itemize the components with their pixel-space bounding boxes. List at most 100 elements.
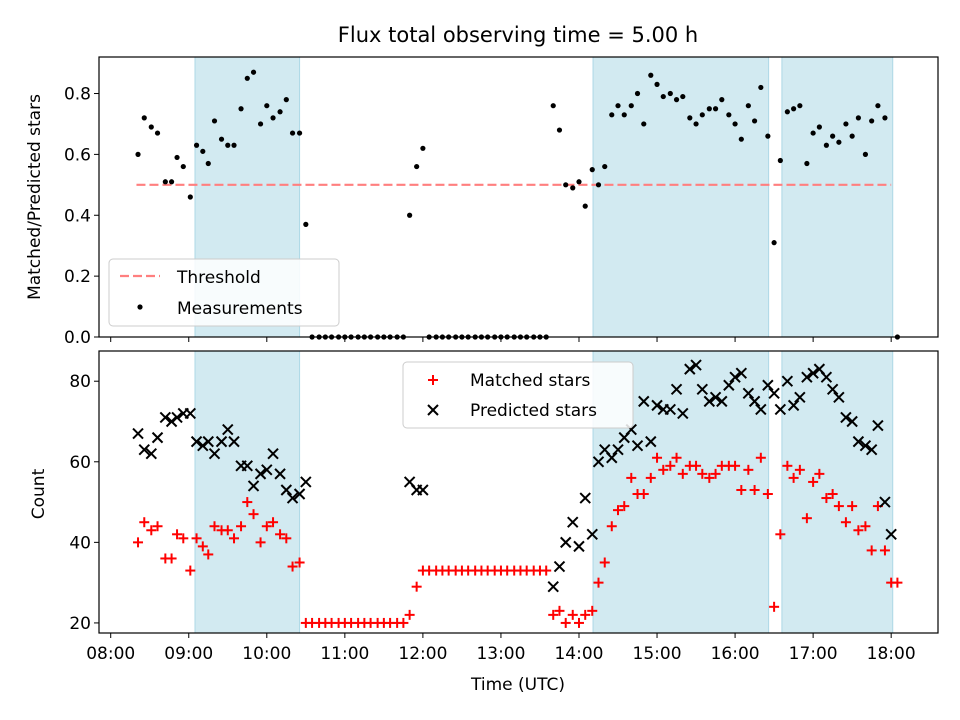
- predicted-star-point: [151, 431, 164, 444]
- predicted-star-point-b: [573, 540, 585, 553]
- predicted-star-point-b: [742, 387, 755, 400]
- matched-star-point: [736, 484, 747, 495]
- x-tick-label: 18:00: [867, 644, 916, 664]
- measurement-point: [264, 103, 270, 109]
- predicted-star-point-b: [794, 391, 806, 404]
- predicted-star-point: [755, 403, 767, 416]
- predicted-star-point-b: [159, 411, 172, 424]
- predicted-star-point: [197, 439, 209, 452]
- predicted-star-point: [703, 395, 716, 408]
- measurement-point: [244, 75, 250, 81]
- measurement-point: [205, 160, 211, 167]
- predicted-star-point: [586, 528, 598, 541]
- predicted-star-point-b: [703, 395, 716, 408]
- predicted-star-point-b: [171, 411, 183, 424]
- predicted-star-point-b: [762, 379, 774, 391]
- predicted-star-point: [670, 383, 683, 395]
- matched-star-point: [606, 521, 617, 532]
- predicted-star-point: [748, 395, 761, 408]
- matched-star-point: [710, 468, 721, 479]
- matched-star-point: [573, 617, 584, 628]
- matched-star-point: [671, 452, 682, 463]
- predicted-star-point: [145, 448, 157, 460]
- predicted-star-point: [852, 435, 865, 448]
- predicted-star-point: [547, 580, 559, 593]
- measurement-point: [550, 103, 556, 109]
- predicted-star-point-b: [151, 431, 164, 444]
- predicted-star-point-b: [631, 439, 644, 452]
- measurement-point: [699, 112, 705, 118]
- predicted-star-point-b: [222, 423, 234, 436]
- measurement-point: [289, 130, 296, 136]
- x-axis-label: Time (UTC): [470, 675, 565, 695]
- matched-star-point: [166, 553, 177, 564]
- measurement-point: [641, 121, 647, 127]
- matched-star-point: [587, 605, 598, 616]
- measurement-point: [602, 163, 608, 170]
- predicted-star-point: [716, 395, 728, 408]
- measurement-point: [836, 139, 842, 145]
- matched-star-point: [191, 533, 202, 544]
- matched-star-point: [580, 609, 591, 620]
- x-tick-label: 11:00: [320, 644, 369, 664]
- matched-star-point: [541, 565, 552, 576]
- measurement-point: [784, 109, 790, 115]
- legend-measurement-label: Measurements: [177, 299, 303, 319]
- matched-star-point: [827, 489, 838, 500]
- legend-threshold-label: Threshold: [176, 268, 261, 288]
- measurement-point: [414, 163, 420, 170]
- measurement-point: [791, 106, 797, 112]
- measurement-point: [843, 121, 849, 127]
- measurement-point: [582, 203, 588, 209]
- predicted-star-point-b: [599, 443, 611, 456]
- predicted-star-point: [735, 367, 748, 379]
- predicted-star-point: [612, 443, 624, 456]
- predicted-star-point-b: [716, 395, 728, 408]
- predicted-star-point-b: [274, 468, 286, 480]
- matched-star-point: [146, 525, 157, 536]
- bottom-plot-frame: [98, 350, 939, 634]
- bottom-span-0: [194, 350, 301, 634]
- measurement-point: [732, 121, 738, 127]
- x-tick-label: 13:00: [476, 644, 525, 664]
- matched-star-point: [197, 541, 208, 552]
- predicted-star-point-b: [547, 580, 559, 593]
- x-tick-label: 14:00: [554, 644, 603, 664]
- measurement-point: [862, 151, 869, 157]
- predicted-star-point-b: [132, 427, 144, 440]
- predicted-star-point-b: [820, 371, 833, 383]
- matched-star-point: [788, 472, 799, 483]
- legend-measurement-swatch: [137, 304, 143, 310]
- matched-star-point: [697, 468, 708, 479]
- matched-star-point: [645, 472, 656, 483]
- measurement-point: [589, 167, 595, 173]
- predicted-star-point-b: [833, 391, 845, 404]
- predicted-star-point: [774, 403, 787, 416]
- matched-star-point: [152, 521, 163, 532]
- predicted-star-point-b: [184, 407, 197, 420]
- predicted-star-point: [684, 363, 696, 375]
- matched-star-point: [560, 617, 571, 628]
- matched-star-point: [287, 561, 298, 572]
- matched-star-point: [133, 537, 144, 548]
- x-tick-label: 10:00: [242, 644, 291, 664]
- predicted-star-point: [132, 427, 144, 440]
- predicted-star-point: [638, 395, 650, 408]
- measurement-point: [609, 112, 615, 118]
- bottom-legend: Matched stars Predicted stars: [402, 361, 634, 429]
- predicted-star-point: [228, 435, 240, 448]
- predicted-star-point: [190, 435, 203, 448]
- predicted-star-point-b: [840, 411, 852, 424]
- measurement-point: [621, 112, 627, 118]
- matched-star-point: [554, 605, 565, 616]
- predicted-star-point-b: [768, 387, 780, 400]
- predicted-star-point: [171, 411, 183, 424]
- predicted-star-point: [202, 435, 214, 448]
- measurement-point: [869, 118, 875, 124]
- predicted-star-point-b: [228, 435, 240, 448]
- top-plot-frame: [98, 56, 939, 338]
- measurement-point: [777, 157, 783, 164]
- predicted-star-point-b: [567, 516, 579, 528]
- predicted-star-point-b: [774, 403, 787, 416]
- top-y-tick-label: 0.4: [64, 206, 91, 226]
